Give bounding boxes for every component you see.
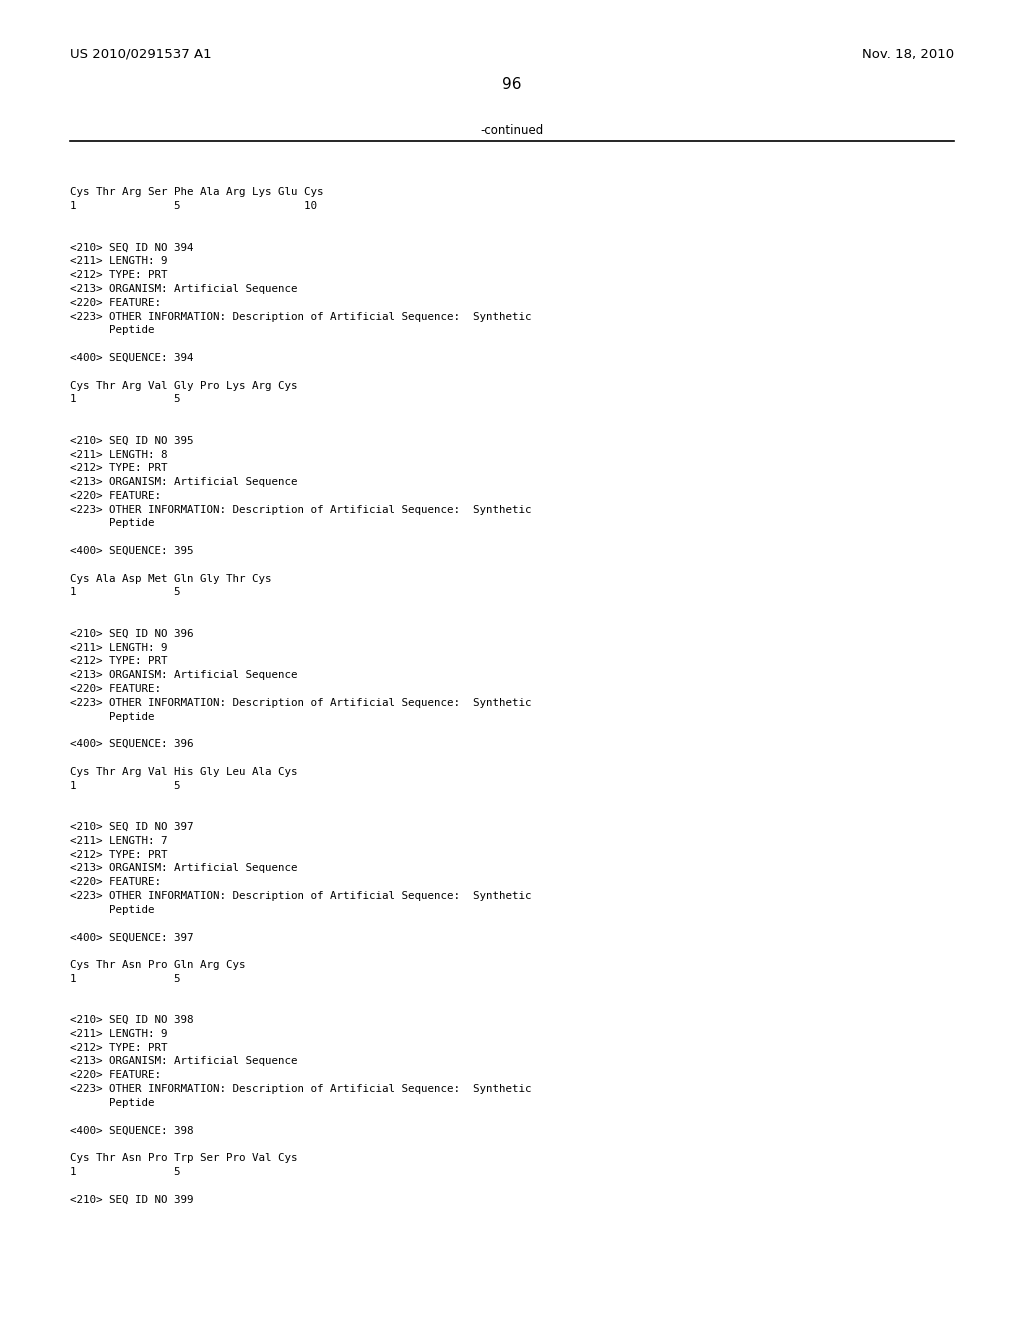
Text: <212> TYPE: PRT: <212> TYPE: PRT [70,463,167,474]
Text: Cys Thr Arg Val His Gly Leu Ala Cys: Cys Thr Arg Val His Gly Leu Ala Cys [70,767,297,776]
Text: <212> TYPE: PRT: <212> TYPE: PRT [70,656,167,667]
Text: <223> OTHER INFORMATION: Description of Artificial Sequence:  Synthetic: <223> OTHER INFORMATION: Description of … [70,698,531,708]
Text: <223> OTHER INFORMATION: Description of Artificial Sequence:  Synthetic: <223> OTHER INFORMATION: Description of … [70,1084,531,1094]
Text: Peptide: Peptide [70,326,155,335]
Text: <213> ORGANISM: Artificial Sequence: <213> ORGANISM: Artificial Sequence [70,671,297,680]
Text: 1               5: 1 5 [70,1167,180,1177]
Text: Peptide: Peptide [70,519,155,528]
Text: <210> SEQ ID NO 397: <210> SEQ ID NO 397 [70,822,194,832]
Text: <220> FEATURE:: <220> FEATURE: [70,1071,161,1080]
Text: <400> SEQUENCE: 397: <400> SEQUENCE: 397 [70,932,194,942]
Text: <211> LENGTH: 9: <211> LENGTH: 9 [70,256,167,267]
Text: 1               5: 1 5 [70,780,180,791]
Text: <213> ORGANISM: Artificial Sequence: <213> ORGANISM: Artificial Sequence [70,1056,297,1067]
Text: -continued: -continued [480,124,544,137]
Text: 1               5: 1 5 [70,587,180,598]
Text: <210> SEQ ID NO 396: <210> SEQ ID NO 396 [70,628,194,639]
Text: Nov. 18, 2010: Nov. 18, 2010 [862,48,954,61]
Text: 1               5                   10: 1 5 10 [70,201,316,211]
Text: <210> SEQ ID NO 395: <210> SEQ ID NO 395 [70,436,194,446]
Text: <210> SEQ ID NO 398: <210> SEQ ID NO 398 [70,1015,194,1026]
Text: Cys Thr Arg Val Gly Pro Lys Arg Cys: Cys Thr Arg Val Gly Pro Lys Arg Cys [70,380,297,391]
Text: <223> OTHER INFORMATION: Description of Artificial Sequence:  Synthetic: <223> OTHER INFORMATION: Description of … [70,504,531,515]
Text: <211> LENGTH: 9: <211> LENGTH: 9 [70,1028,167,1039]
Text: <211> LENGTH: 9: <211> LENGTH: 9 [70,643,167,652]
Text: <223> OTHER INFORMATION: Description of Artificial Sequence:  Synthetic: <223> OTHER INFORMATION: Description of … [70,312,531,322]
Text: Peptide: Peptide [70,1098,155,1107]
Text: Cys Ala Asp Met Gln Gly Thr Cys: Cys Ala Asp Met Gln Gly Thr Cys [70,574,271,583]
Text: 96: 96 [502,77,522,91]
Text: <223> OTHER INFORMATION: Description of Artificial Sequence:  Synthetic: <223> OTHER INFORMATION: Description of … [70,891,531,902]
Text: Cys Thr Asn Pro Gln Arg Cys: Cys Thr Asn Pro Gln Arg Cys [70,960,245,970]
Text: <400> SEQUENCE: 396: <400> SEQUENCE: 396 [70,739,194,750]
Text: Cys Thr Arg Ser Phe Ala Arg Lys Glu Cys: Cys Thr Arg Ser Phe Ala Arg Lys Glu Cys [70,187,324,198]
Text: <220> FEATURE:: <220> FEATURE: [70,684,161,694]
Text: <212> TYPE: PRT: <212> TYPE: PRT [70,1043,167,1052]
Text: <213> ORGANISM: Artificial Sequence: <213> ORGANISM: Artificial Sequence [70,863,297,874]
Text: <220> FEATURE:: <220> FEATURE: [70,298,161,308]
Text: Cys Thr Asn Pro Trp Ser Pro Val Cys: Cys Thr Asn Pro Trp Ser Pro Val Cys [70,1154,297,1163]
Text: Peptide: Peptide [70,904,155,915]
Text: <400> SEQUENCE: 398: <400> SEQUENCE: 398 [70,1126,194,1135]
Text: <213> ORGANISM: Artificial Sequence: <213> ORGANISM: Artificial Sequence [70,284,297,294]
Text: <212> TYPE: PRT: <212> TYPE: PRT [70,271,167,280]
Text: <220> FEATURE:: <220> FEATURE: [70,876,161,887]
Text: Peptide: Peptide [70,711,155,722]
Text: <210> SEQ ID NO 399: <210> SEQ ID NO 399 [70,1195,194,1204]
Text: <213> ORGANISM: Artificial Sequence: <213> ORGANISM: Artificial Sequence [70,477,297,487]
Text: <400> SEQUENCE: 395: <400> SEQUENCE: 395 [70,546,194,556]
Text: <210> SEQ ID NO 394: <210> SEQ ID NO 394 [70,243,194,252]
Text: <400> SEQUENCE: 394: <400> SEQUENCE: 394 [70,352,194,363]
Text: <220> FEATURE:: <220> FEATURE: [70,491,161,500]
Text: <211> LENGTH: 8: <211> LENGTH: 8 [70,450,167,459]
Text: 1               5: 1 5 [70,974,180,983]
Text: 1               5: 1 5 [70,395,180,404]
Text: <211> LENGTH: 7: <211> LENGTH: 7 [70,836,167,846]
Text: <212> TYPE: PRT: <212> TYPE: PRT [70,850,167,859]
Text: US 2010/0291537 A1: US 2010/0291537 A1 [70,48,211,61]
